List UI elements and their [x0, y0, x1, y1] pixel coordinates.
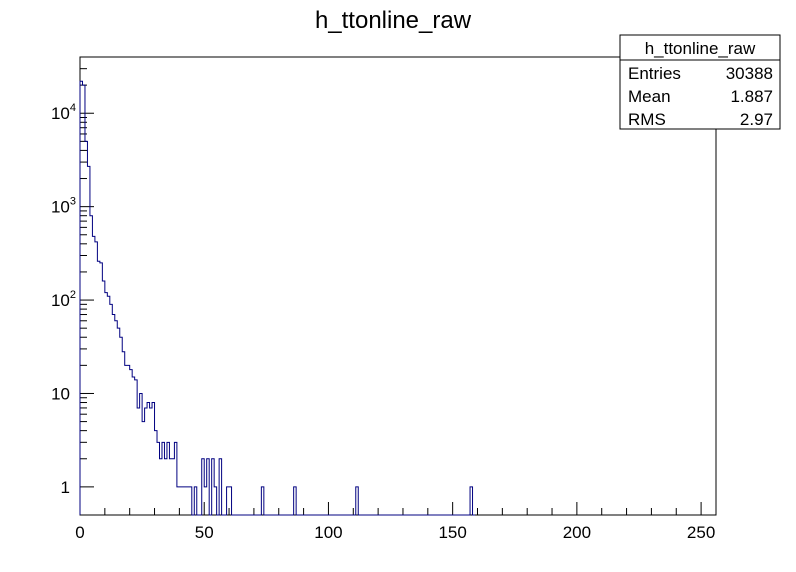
stats-box-frame	[619, 34, 781, 130]
y-tick-label: 102	[51, 289, 76, 310]
histogram-bin	[127, 365, 129, 515]
histogram-bin	[110, 304, 112, 515]
histogram-bin	[160, 459, 162, 515]
histogram-bin	[120, 337, 122, 515]
histogram-outline	[79, 80, 476, 516]
y-tick-label: 10	[51, 384, 70, 403]
histogram-bin	[115, 321, 117, 515]
histogram-bin	[100, 263, 102, 515]
histogram-bin	[112, 315, 114, 515]
x-tick-labels: 0 50 100 150 200 250	[75, 523, 715, 542]
stats-rms-label: RMS	[628, 110, 666, 129]
chart-title: h_ttonline_raw	[315, 7, 472, 34]
histogram-bin	[147, 403, 149, 515]
y-tick-labels: 1 10 102 103 104	[51, 102, 76, 497]
x-tick-label: 0	[75, 523, 84, 542]
stats-entries-label: Entries	[628, 64, 681, 83]
histogram-bin	[117, 328, 119, 515]
stats-box-title: h_ttonline_raw	[645, 39, 756, 58]
stats-mean-label: Mean	[628, 87, 671, 106]
histogram-bin	[182, 487, 184, 515]
x-tick-label: 100	[314, 523, 342, 542]
histogram-bin	[92, 236, 94, 515]
histogram-bins	[80, 81, 473, 515]
histogram-bin	[137, 408, 139, 515]
histogram-bin	[105, 293, 107, 515]
stats-box: h_ttonline_raw Entries 30388 Mean 1.887 …	[619, 34, 781, 130]
histogram-bin	[150, 408, 152, 515]
histogram-bin	[169, 459, 171, 515]
histogram-bin	[97, 261, 99, 515]
x-tick-label: 50	[195, 523, 214, 542]
histogram-bin	[87, 166, 89, 515]
x-tick-label: 250	[687, 523, 715, 542]
x-tick-label: 150	[438, 523, 466, 542]
histogram-bin	[130, 370, 132, 515]
histogram-bin	[172, 459, 174, 515]
stats-entries-value: 30388	[726, 64, 773, 83]
y-tick-label: 103	[51, 196, 76, 217]
histogram-bin	[125, 365, 127, 515]
histogram-bin	[155, 431, 157, 515]
x-tick-label: 200	[563, 523, 591, 542]
histogram-bin	[145, 408, 147, 515]
histogram-bin	[102, 281, 104, 515]
stats-mean-value: 1.887	[730, 87, 773, 106]
stats-rms-value: 2.97	[740, 110, 773, 129]
histogram-bin	[164, 459, 166, 515]
histogram-bin	[122, 352, 124, 515]
histogram-bin	[90, 216, 92, 515]
histogram-bin	[184, 487, 186, 515]
y-tick-label: 104	[51, 102, 76, 123]
histogram-bin	[95, 242, 97, 515]
histogram-bin	[107, 296, 109, 515]
y-tick-label: 1	[61, 478, 70, 497]
axis-ticks	[79, 56, 702, 515]
histogram-bin	[142, 422, 144, 515]
histogram-bin	[187, 487, 189, 515]
histogram-bin	[132, 377, 134, 515]
